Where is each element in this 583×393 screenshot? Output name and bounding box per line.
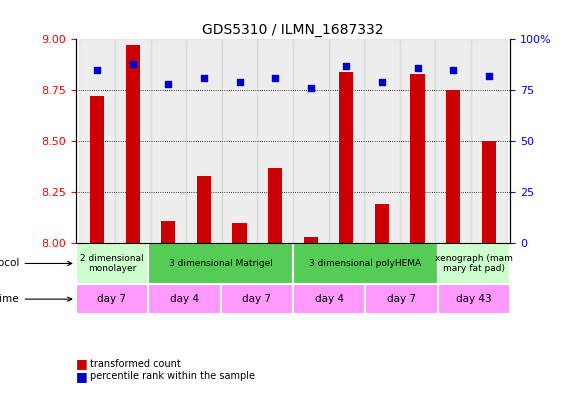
Bar bbox=[339, 72, 353, 243]
Text: growth protocol: growth protocol bbox=[0, 259, 72, 268]
Bar bbox=[197, 176, 211, 243]
Bar bbox=[125, 46, 140, 243]
Bar bbox=[375, 204, 389, 243]
Bar bbox=[400, 39, 436, 243]
Bar bbox=[233, 223, 247, 243]
Point bbox=[271, 75, 280, 81]
Bar bbox=[257, 39, 293, 243]
Bar bbox=[329, 39, 364, 243]
Bar bbox=[482, 141, 496, 243]
Point bbox=[128, 61, 138, 67]
Bar bbox=[115, 39, 150, 243]
Text: 3 dimensional polyHEMA: 3 dimensional polyHEMA bbox=[310, 259, 422, 268]
Text: 3 dimensional Matrigel: 3 dimensional Matrigel bbox=[168, 259, 272, 268]
Bar bbox=[90, 96, 104, 243]
Text: day 7: day 7 bbox=[243, 294, 271, 304]
Bar bbox=[79, 39, 115, 243]
Point bbox=[448, 67, 458, 73]
Bar bbox=[186, 39, 222, 243]
Text: 2 dimensional
monolayer: 2 dimensional monolayer bbox=[80, 254, 144, 273]
Point bbox=[342, 62, 351, 69]
Text: xenograph (mam
mary fat pad): xenograph (mam mary fat pad) bbox=[435, 254, 513, 273]
Point bbox=[235, 79, 244, 85]
Title: GDS5310 / ILMN_1687332: GDS5310 / ILMN_1687332 bbox=[202, 23, 384, 37]
Text: transformed count: transformed count bbox=[90, 358, 181, 369]
Bar bbox=[410, 74, 424, 243]
Bar bbox=[148, 284, 220, 314]
Bar bbox=[446, 90, 461, 243]
Bar bbox=[293, 243, 438, 284]
Bar bbox=[293, 284, 366, 314]
Bar bbox=[436, 39, 471, 243]
Text: ■: ■ bbox=[76, 370, 87, 383]
Bar bbox=[268, 168, 282, 243]
Point bbox=[199, 75, 209, 81]
Bar bbox=[150, 39, 186, 243]
Point bbox=[93, 67, 102, 73]
Bar bbox=[293, 39, 329, 243]
Bar bbox=[76, 284, 148, 314]
Bar bbox=[148, 243, 293, 284]
Point bbox=[413, 65, 422, 71]
Bar bbox=[304, 237, 318, 243]
Bar bbox=[220, 284, 293, 314]
Bar bbox=[438, 284, 510, 314]
Bar bbox=[366, 284, 438, 314]
Text: day 7: day 7 bbox=[97, 294, 127, 304]
Bar bbox=[471, 39, 507, 243]
Bar bbox=[76, 243, 148, 284]
Text: day 4: day 4 bbox=[170, 294, 199, 304]
Point bbox=[484, 73, 493, 79]
Point bbox=[377, 79, 387, 85]
Bar bbox=[438, 243, 510, 284]
Text: day 4: day 4 bbox=[315, 294, 343, 304]
Text: percentile rank within the sample: percentile rank within the sample bbox=[90, 371, 255, 382]
Text: ■: ■ bbox=[76, 357, 87, 370]
Point bbox=[164, 81, 173, 87]
Text: time: time bbox=[0, 294, 72, 304]
Bar bbox=[161, 220, 175, 243]
Bar bbox=[364, 39, 400, 243]
Text: day 43: day 43 bbox=[456, 294, 491, 304]
Text: day 7: day 7 bbox=[387, 294, 416, 304]
Bar bbox=[222, 39, 257, 243]
Point bbox=[306, 85, 315, 91]
